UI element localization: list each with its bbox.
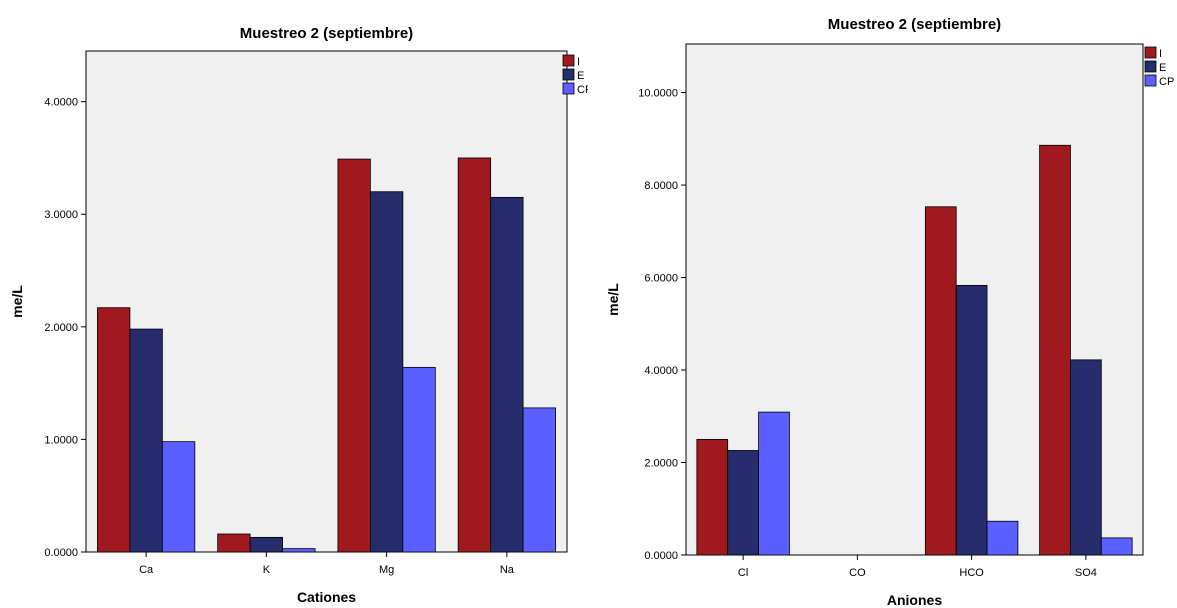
aniones-legend-swatch-i [1144,46,1157,59]
cationes-bar-e [369,191,404,553]
cationes-bar-i [97,307,131,553]
cationes-legend-label-cp: CP [577,84,588,96]
aniones-x-axis-label: Aniones [887,592,942,608]
cationes-x-tick-label: Ca [139,564,154,576]
aniones-bar-e [1070,359,1102,556]
cationes-bar-e [129,328,163,553]
cationes-bar-e [249,536,284,553]
cationes-legend-label-e: E [577,70,584,82]
aniones-y-axis-label: me/L [605,283,621,316]
cationes-x-tick-label: Na [500,564,515,576]
aniones-y-tick-label: 6.0000 [644,273,678,285]
cationes-chart-title: Muestreo 2 (septiembre) [240,25,413,42]
aniones-x-tick-label: SO4 [1075,567,1097,579]
aniones-chart-title: Muestreo 2 (septiembre) [828,16,1001,33]
cationes-legend-swatch-e [562,68,575,81]
aniones-bar-e [727,450,759,556]
aniones-x-tick-label: CO [849,567,866,579]
aniones-bar-i [1039,144,1071,556]
cationes-bar-cp [402,366,436,553]
cationes-bar-i [457,157,492,553]
cationes-y-tick-label: 2.0000 [44,322,78,334]
cationes-chart: Muestreo 2 (septiembre) 0.0000 1.0000 2.000… [0,0,588,608]
cationes-bar-cp [522,407,556,553]
cationes-legend-label-i: I [577,56,580,68]
cationes-bar-i [337,158,371,553]
aniones-bar-cp [758,411,790,556]
aniones-x-tick-label: Cl [738,567,748,579]
aniones-legend-label-i: I [1159,48,1162,60]
cationes-x-tick-label: K [263,564,271,576]
cationes-y-axis-label: me/L [9,285,25,318]
aniones-y-tick-label: 4.0000 [644,365,678,377]
cationes-y-tick-label: 0.0000 [44,547,78,559]
cationes-legend-swatch-i [562,54,575,67]
cationes-x-axis-label: Cationes [297,589,356,605]
aniones-chart-svg: Muestreo 2 (septiembre) 0.0000 2.0000 4.000… [605,16,1174,608]
aniones-y-tick-label: 0.0000 [644,550,678,562]
aniones-legend-swatch-cp [1144,74,1157,87]
cationes-x-tick-label: Mg [379,564,394,576]
cationes-y-tick-label: 4.0000 [44,97,78,109]
aniones-bar-i [696,438,729,556]
aniones-legend-swatch-e [1144,60,1157,73]
cationes-chart-svg: Muestreo 2 (septiembre) 0.0000 1.0000 2.000… [9,25,588,605]
aniones-y-tick-label: 2.0000 [644,458,678,470]
cationes-legend-swatch-cp [562,82,575,95]
aniones-bar-cp [986,520,1019,556]
aniones-legend-label-e: E [1159,62,1166,74]
cationes-bar-cp [161,441,196,553]
aniones-bar-e [955,284,988,556]
cationes-y-tick-label: 1.0000 [44,434,78,446]
aniones-bar-cp [1100,537,1133,556]
cationes-bar-i [217,533,251,553]
aniones-y-tick-label: 10.0000 [638,88,678,100]
aniones-x-tick-label: HCO [959,567,984,579]
aniones-bar-i [924,206,957,556]
cationes-bar-cp [282,548,316,553]
aniones-chart: Muestreo 2 (septiembre) 0.0000 2.0000 4.000… [588,0,1177,608]
aniones-legend-label-cp: CP [1159,76,1174,88]
cationes-y-tick-label: 3.0000 [44,209,78,221]
cationes-bar-e [490,196,524,553]
aniones-y-tick-label: 8.0000 [644,180,678,192]
